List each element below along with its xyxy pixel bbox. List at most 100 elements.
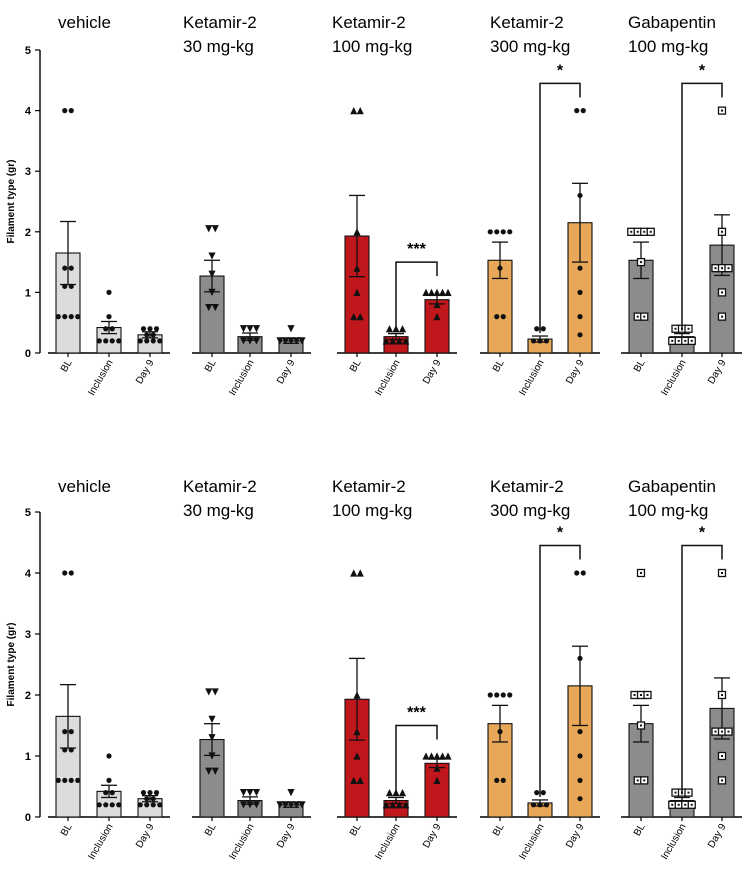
data-point (574, 108, 580, 114)
data-point-center (721, 230, 723, 233)
group-title: vehicle (58, 477, 111, 496)
data-point (75, 314, 81, 320)
group-5: Gabapentin 100 mg-kg BL Inclusion Day 9 * (621, 477, 742, 862)
category-label: Inclusion (659, 822, 688, 862)
group-1: vehicle BL Inclusion Day 9 (48, 13, 170, 398)
data-point (433, 313, 441, 321)
data-point (106, 777, 112, 783)
group-title: Gabapentin (628, 13, 716, 32)
data-point-center (721, 315, 723, 318)
chart-panel-top: Filament type (gr) 0 1 2 3 4 5 vehicle BL Inclusi… (6, 13, 742, 398)
y-axis-label: Filament type (gr) (6, 623, 17, 707)
data-point (239, 337, 248, 345)
data-point (208, 288, 216, 296)
data-point (577, 192, 583, 199)
data-point (147, 326, 153, 332)
data-point (402, 801, 410, 809)
data-point (211, 767, 219, 775)
data-point (287, 789, 295, 797)
group-subtitle: 100 mg-kg (332, 501, 412, 520)
data-point-center (674, 791, 677, 794)
significance-bracket (395, 724, 438, 795)
data-point (62, 108, 68, 114)
data-point-center (721, 291, 723, 294)
data-point (350, 776, 358, 784)
category-label: Day 9 (706, 822, 729, 851)
data-point (208, 752, 216, 760)
data-point (534, 790, 540, 796)
category-label: BL (203, 822, 219, 838)
category-label: BL (59, 822, 75, 838)
data-point (353, 264, 361, 272)
data-point (55, 777, 61, 783)
data-point (444, 288, 452, 296)
data-point (540, 326, 546, 332)
data-point (353, 691, 361, 699)
data-point-center (643, 230, 646, 233)
data-point (252, 325, 261, 333)
data-point-center (640, 724, 642, 727)
data-point-center (640, 694, 642, 696)
y-tick-label: 3 (25, 166, 31, 178)
data-point (276, 337, 284, 345)
data-point (385, 789, 394, 797)
data-point (150, 796, 156, 802)
group-4: Ketamir-2 300 mg-kg BL Inclusion Day 9 * (480, 477, 600, 862)
data-point-center (671, 339, 674, 342)
data-point (144, 802, 150, 808)
group-title: Ketamir-2 (183, 477, 257, 496)
data-point (350, 107, 358, 115)
data-point (494, 777, 500, 783)
significance-bracket (681, 82, 723, 331)
data-point (157, 802, 163, 808)
data-point (382, 337, 390, 345)
data-point (577, 314, 583, 320)
category-label: Day 9 (275, 358, 298, 387)
group-subtitle: 30 mg-kg (183, 501, 254, 520)
data-point (150, 332, 156, 338)
category-label: Inclusion (86, 822, 115, 862)
data-point (353, 728, 361, 736)
data-point (68, 265, 74, 271)
data-point (246, 789, 254, 797)
data-point-center (636, 315, 639, 318)
data-point (96, 802, 102, 808)
data-point (577, 289, 583, 295)
data-point (422, 752, 430, 760)
data-point (389, 801, 397, 809)
data-point (438, 288, 447, 296)
group-title: vehicle (58, 13, 111, 32)
data-point (494, 692, 500, 698)
data-point (433, 764, 441, 772)
data-point (356, 313, 364, 321)
group-title: Ketamir-2 (332, 477, 406, 496)
data-point (239, 789, 248, 797)
data-point-center (727, 730, 730, 733)
data-point (385, 325, 394, 333)
category-label: BL (491, 822, 507, 838)
data-point (287, 325, 295, 333)
category-label: BL (491, 358, 507, 374)
group-2: Ketamir-2 30 mg-kg BL Inclusion Day 9 (183, 477, 311, 862)
data-point (530, 338, 537, 344)
data-point (103, 802, 109, 808)
data-point (144, 796, 150, 802)
data-point (252, 801, 261, 809)
group-3: Ketamir-2 100 mg-kg BL Inclusion Day 9 *** (332, 477, 457, 862)
data-point (487, 229, 493, 235)
y-axis-label: Filament type (gr) (6, 160, 17, 244)
category-label: Day 9 (134, 822, 157, 851)
data-point (205, 303, 213, 312)
data-point-center (643, 779, 646, 782)
data-point (507, 692, 513, 698)
data-point (208, 734, 216, 742)
data-point (507, 229, 513, 235)
data-point (211, 688, 219, 696)
data-point (68, 729, 74, 735)
data-point (276, 801, 284, 809)
significance-label: * (557, 62, 564, 79)
data-point (211, 303, 219, 312)
data-point (109, 802, 115, 808)
y-tick-label: 1 (25, 751, 31, 763)
significance-label: * (557, 525, 564, 542)
